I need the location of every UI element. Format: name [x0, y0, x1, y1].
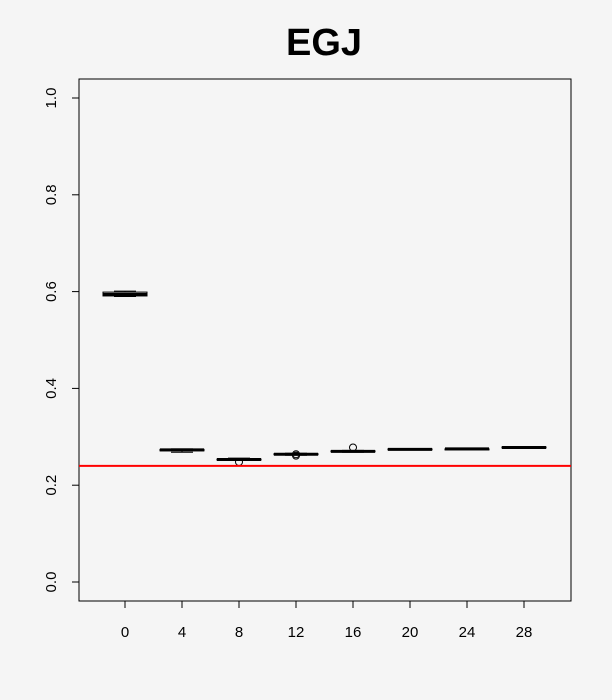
- y-tick-label: 0.2: [43, 475, 60, 496]
- y-tick-label: 0.4: [43, 378, 60, 399]
- y-tick-label: 0.0: [43, 572, 60, 593]
- outlier-point: [292, 450, 300, 459]
- x-tick-label: 4: [178, 624, 186, 641]
- y-tick-label: 0.8: [43, 184, 60, 205]
- x-tick-label: 12: [288, 624, 305, 641]
- plot-frame: [78, 78, 572, 602]
- y-tick-label: 0.6: [43, 281, 60, 302]
- x-tick-label: 8: [235, 624, 243, 641]
- x-tick-label: 24: [459, 624, 476, 641]
- x-tick-label: 16: [345, 624, 362, 641]
- y-tick-label: 1.0: [43, 88, 60, 109]
- x-tick-label: 28: [516, 624, 533, 641]
- chart-title: EGJ: [286, 22, 362, 64]
- outlier-point: [349, 443, 357, 452]
- plot-area: 0.0 0.2 0.4 0.6 0.8 1.0 0 4 8 12 16 20 24 28: [43, 78, 572, 641]
- x-tick-label: 0: [121, 624, 129, 641]
- x-tick-label: 20: [402, 624, 419, 641]
